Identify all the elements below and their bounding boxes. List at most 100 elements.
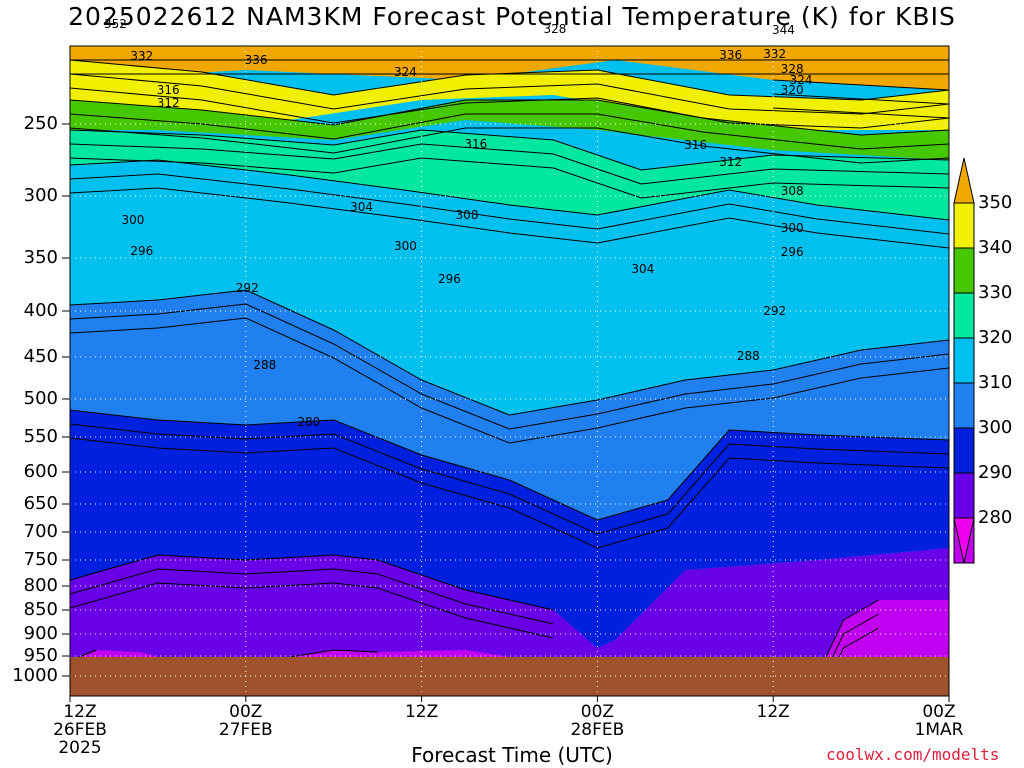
y-tick-label: 300 (23, 185, 58, 206)
colorbar-top-arrow (953, 157, 975, 204)
x-tick-line: 2025 (58, 738, 102, 758)
colorbar-segment (953, 382, 975, 429)
isentrope-line (70, 46, 949, 91)
colorbar-segment (953, 202, 975, 249)
contour-label: 296 (437, 272, 461, 286)
contour-label: 316 (156, 83, 180, 97)
y-tick-label: 700 (23, 521, 58, 542)
contour-label: 308 (780, 184, 804, 198)
colorbar-tick-label: 280 (978, 507, 1013, 528)
contour-label: 300 (394, 238, 417, 253)
colorbar-tick-label: 350 (978, 192, 1013, 213)
x-tick-line: 1MAR (914, 720, 964, 740)
isentrope-line (70, 568, 554, 625)
contour-label: 312 (156, 96, 180, 110)
colorbar-segment (953, 472, 975, 519)
fill-band (70, 290, 949, 520)
x-tick-line: 12Z (756, 702, 790, 722)
contour-label: 336 (244, 53, 268, 67)
dotted-grid (70, 46, 949, 696)
credit-link[interactable]: coolwx.com/modelts (826, 745, 1000, 764)
y-tick-label: 600 (23, 461, 58, 482)
contour-label: 324 (394, 65, 417, 79)
y-tick-label: 750 (23, 549, 58, 570)
colorbar-segment (953, 427, 975, 474)
contour-label: 300 (121, 213, 145, 227)
x-tick-line: 12Z (63, 702, 97, 722)
isentrope-line (825, 599, 879, 658)
colorbar-tick-label: 330 (978, 282, 1013, 303)
fill-band (70, 60, 949, 130)
x-tick-label: 12Z (382, 703, 462, 739)
isentrope-line (70, 99, 949, 136)
isentrope-line (70, 303, 949, 430)
fill-band (70, 46, 949, 90)
colorbar-segment (953, 247, 975, 294)
potential-temperature-fill (70, 46, 949, 696)
chart-title: 2025022612 NAM3KM Forecast Potential Tem… (68, 2, 956, 31)
isentrope-line (70, 582, 554, 639)
contour-label: 320 (780, 83, 804, 97)
x-tick-line (733, 721, 813, 739)
isentrope-line (70, 187, 949, 368)
fill-band (70, 548, 949, 657)
contour-label: 316 (464, 137, 488, 151)
isentrope-line (70, 554, 554, 611)
colorbar-tick-label: 320 (978, 327, 1013, 348)
y-tick-label: 250 (23, 113, 58, 134)
contour-label: 292 (763, 304, 787, 318)
y-tick-label: 800 (23, 575, 58, 596)
isentrope-line (70, 437, 949, 576)
contour-label: 352 (103, 16, 127, 31)
fill-band (825, 600, 949, 657)
isentrope-line (70, 127, 949, 164)
contour-label: 344 (771, 23, 795, 37)
contour-label: 288 (253, 358, 277, 372)
axis-tick-marks (62, 123, 950, 702)
fill-band (70, 130, 949, 220)
x-tick-line: 00Z (922, 702, 956, 722)
isentrope-lines (70, 46, 949, 686)
isentrope-line (70, 409, 949, 548)
colorbar-tick-label: 340 (978, 237, 1013, 258)
y-tick-label: 400 (23, 300, 58, 321)
x-tick-line: 26FEB (53, 720, 107, 740)
ground-terrain (70, 657, 949, 696)
contour-label: 328 (543, 21, 567, 36)
contour-label: 300 (780, 220, 804, 235)
isentrope-line (70, 73, 949, 119)
y-tick-label: 900 (23, 623, 58, 644)
y-tick-label: 500 (23, 388, 58, 409)
x-tick-line (382, 721, 462, 739)
contour-label: 308 (455, 207, 479, 222)
isentrope-line (70, 59, 949, 101)
isentrope-line (70, 423, 949, 562)
isentrope-line (289, 649, 378, 658)
contour-label: 296 (780, 245, 804, 259)
contour-label: 304 (631, 261, 655, 276)
x-tick-line: 00Z (229, 702, 263, 722)
x-tick-label: 12Z (733, 703, 813, 739)
isentrope-line (70, 73, 949, 115)
y-tick-label: 550 (23, 426, 58, 447)
x-tick-line: 12Z (404, 702, 439, 722)
contour-label: 280 (297, 415, 321, 429)
contour-label: 332 (763, 47, 787, 61)
contour-label: 312 (719, 155, 743, 169)
contour-label: 316 (684, 138, 707, 152)
y-tick-label: 650 (23, 493, 58, 514)
isentrope-line (70, 159, 949, 340)
colorbar (953, 157, 975, 564)
fill-band (70, 410, 949, 648)
contour-label: 324 (789, 72, 813, 87)
colorbar-tick-label: 290 (978, 462, 1013, 483)
isentrope-line (70, 173, 949, 354)
isentrope-line (78, 649, 97, 658)
colorbar-bottom-arrow (953, 517, 975, 564)
isentrope-line (70, 59, 949, 105)
fill-band (289, 650, 510, 657)
x-tick-label: 12Z 26FEB 2025 (40, 703, 120, 757)
x-tick-line: 27FEB (218, 720, 273, 740)
colorbar-segment (953, 292, 975, 339)
contour-label: 296 (130, 244, 154, 258)
